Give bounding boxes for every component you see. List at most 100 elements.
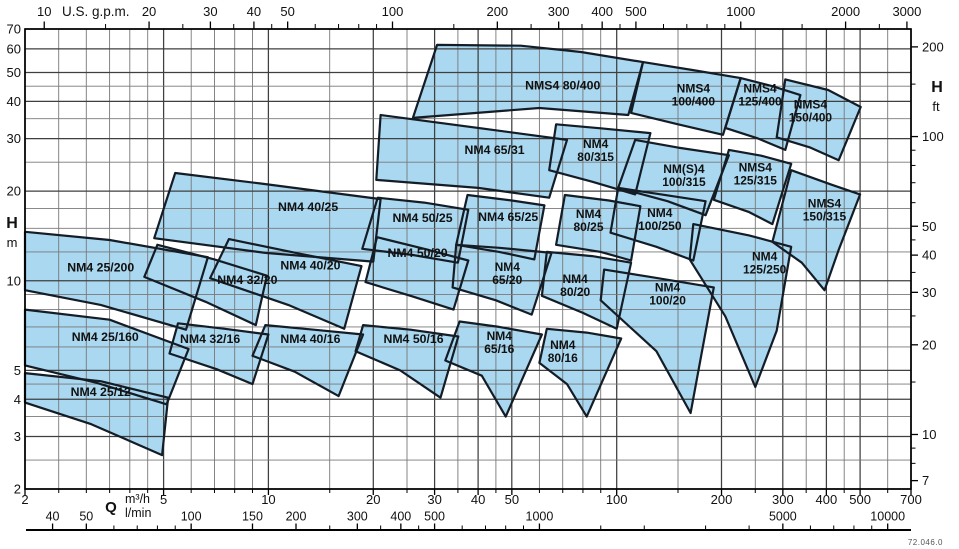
region-outline-nm4-125-250	[688, 223, 793, 389]
left-axis-tick-label: 50	[7, 65, 21, 80]
region-outline-nm4-32-20	[143, 243, 268, 327]
region-label-nm4-65-20: NM4 65/20	[492, 260, 522, 287]
region-label-nms4-150-315: NMS4 150/315	[803, 197, 847, 224]
region-label-nm4-80-20: NM4 80/20	[560, 272, 590, 299]
left-axis-tick-label: 4	[14, 392, 21, 407]
region-label-nm4-50-16: NM4 50/16	[383, 332, 443, 346]
region-fill-nm4-100-20	[600, 269, 714, 413]
top-axis-tick-label: 200	[486, 4, 508, 19]
left-axis-tick-label: 3	[14, 429, 21, 444]
region-fill-nms4-150-315	[772, 170, 861, 291]
region-fill-nms4-150-400	[776, 79, 861, 161]
top-axis-tick-label: 2000	[831, 4, 860, 19]
bottom-axis-tick-label: 100	[606, 492, 628, 507]
region-fill-nm4-40-20	[210, 239, 362, 329]
lmin-tick-label: 40	[46, 510, 60, 524]
region-outline-nm4-40-16	[251, 324, 365, 398]
lmin-tick-label: 5000	[769, 510, 797, 524]
lmin-tick-label: 300	[347, 510, 368, 524]
left-axis-tick-label: 40	[7, 94, 21, 109]
lmin-tick-label: 200	[286, 510, 307, 524]
region-fill-nm4-65-20	[452, 244, 552, 315]
top-axis-tick-label: 50	[280, 4, 294, 19]
bottom-axis-tick-label: 200	[711, 492, 733, 507]
flow-unit-lmin: l/min	[125, 506, 151, 520]
region-outline-nms4-100-400	[630, 61, 742, 136]
region-label-nms4-125-315: NMS4 125/315	[734, 160, 778, 187]
left-axis-tick-label: 30	[7, 131, 21, 146]
right-axis-tick-label: 200	[922, 39, 944, 54]
top-axis-tick-label: 400	[591, 4, 613, 19]
region-outline-nm4-32-16	[168, 322, 270, 386]
region-label-nm4-40-20: NM4 40/20	[280, 258, 340, 272]
lmin-tick-label: 100	[181, 510, 202, 524]
right-axis-tick-label: 30	[922, 285, 936, 300]
region-outline-nms4-125-400	[724, 77, 802, 151]
left-axis-tick-label: 5	[14, 363, 21, 378]
top-axis-tick-label: 30	[203, 4, 217, 19]
region-outline-nm4-40-25	[153, 171, 382, 263]
bottom-axis-tick-label: 20	[366, 492, 380, 507]
lmin-tick-label: 150	[242, 510, 263, 524]
lmin-tick-label: 50	[79, 510, 93, 524]
region-label-nm4-25-12: NM4 25/12	[71, 385, 131, 399]
region-fill-nm4-40-25	[154, 173, 381, 262]
region-label-nm-s-4-100-315: NM(S)4 100/315	[662, 162, 706, 189]
bottom-axis-tick-label: 5	[160, 492, 167, 507]
top-axis-tick-label: 300	[548, 4, 570, 19]
flow-unit-m3h: m³/h	[125, 492, 150, 506]
region-label-nm4-100-20: NM4 100/20	[649, 280, 686, 307]
left-axis: 70 60 50 40 30 20 10 5 4 3 2 Hm	[6, 22, 21, 497]
top-axis-tick-label: 1000	[726, 4, 755, 19]
region-label-nms4-80-400: NMS4 80/400	[525, 79, 600, 93]
region-fill-nm4-32-16	[169, 323, 269, 385]
region-outline-nm4-80-20	[540, 250, 633, 330]
region-fill-nm4-32-20	[144, 244, 267, 326]
region-fill-nm4-40-16	[252, 325, 364, 397]
region-outline-nm4-80-16	[538, 327, 623, 418]
right-axis-tick-label: 50	[922, 219, 936, 234]
right-axis-title: H	[931, 79, 943, 96]
left-axis-unit: m	[7, 235, 18, 250]
lmin-scale: 40 50 100 150 200 300 400 500 1000 5000 10000	[26, 510, 911, 531]
region-label-nm4-50-25: NM4 50/25	[392, 211, 452, 225]
lmin-tick-label: 10000	[870, 510, 905, 524]
region-label-nm4-40-16: NM4 40/16	[280, 332, 340, 346]
region-label-nm4-80-315: NM4 80/315	[577, 137, 614, 164]
lmin-tick-label: 400	[390, 510, 411, 524]
region-label-nm4-25-160: NM4 25/160	[72, 330, 139, 344]
region-outline-nm4-40-20	[209, 238, 363, 330]
top-axis-tick-label: 20	[142, 4, 156, 19]
right-axis-tick-label: 20	[922, 337, 936, 352]
figure-code: 72.046.0	[907, 538, 943, 547]
region-label-nm4-100-250: NM4 100/250	[638, 206, 682, 233]
right-axis-tick-label: 40	[922, 248, 936, 263]
region-outline-nm4-100-20	[599, 268, 715, 415]
top-axis-tick-label: 500	[625, 4, 647, 19]
left-axis-tick-label: 60	[7, 41, 21, 56]
top-axis: 10 20 30 40 50 100 200 300 400 500 1000 2000 3000 U.S…	[37, 4, 921, 29]
lmin-tick-label: 500	[424, 510, 445, 524]
region-outline-nm4-50-20	[364, 236, 470, 311]
region-outline-nms4-125-315	[712, 148, 793, 226]
flow-axis-title: Q	[105, 499, 117, 516]
region-fill-nm4-50-25	[362, 197, 469, 263]
left-axis-tick-label: 70	[7, 22, 21, 37]
region-outline-nm4-65-25	[455, 193, 546, 261]
plot-frame	[24, 28, 912, 490]
region-fill-nm-s-4-100-315	[618, 139, 729, 216]
region-label-nm4-32-16: NM4 32/16	[180, 332, 240, 346]
region-outline-nm4-65-16	[444, 320, 543, 418]
region-outline-nm4-80-315	[548, 123, 652, 196]
bottom-axis-tick-label: 50	[505, 492, 519, 507]
region-outline-nms4-80-400	[411, 43, 645, 119]
region-label-nm4-65-31: NM4 65/31	[464, 143, 524, 157]
region-outline-nms4-150-315	[771, 169, 862, 292]
top-axis-tick-label: 3000	[892, 4, 921, 19]
top-axis-title: U.S. g.p.m.	[62, 4, 130, 19]
right-axis: 200 100 50 40 30 20 10 7 Hft	[911, 39, 944, 488]
region-label-nm4-80-25: NM4 80/25	[573, 207, 603, 234]
right-axis-tick-label: 100	[922, 129, 944, 144]
bottom-axis-tick-label: 400	[816, 492, 838, 507]
